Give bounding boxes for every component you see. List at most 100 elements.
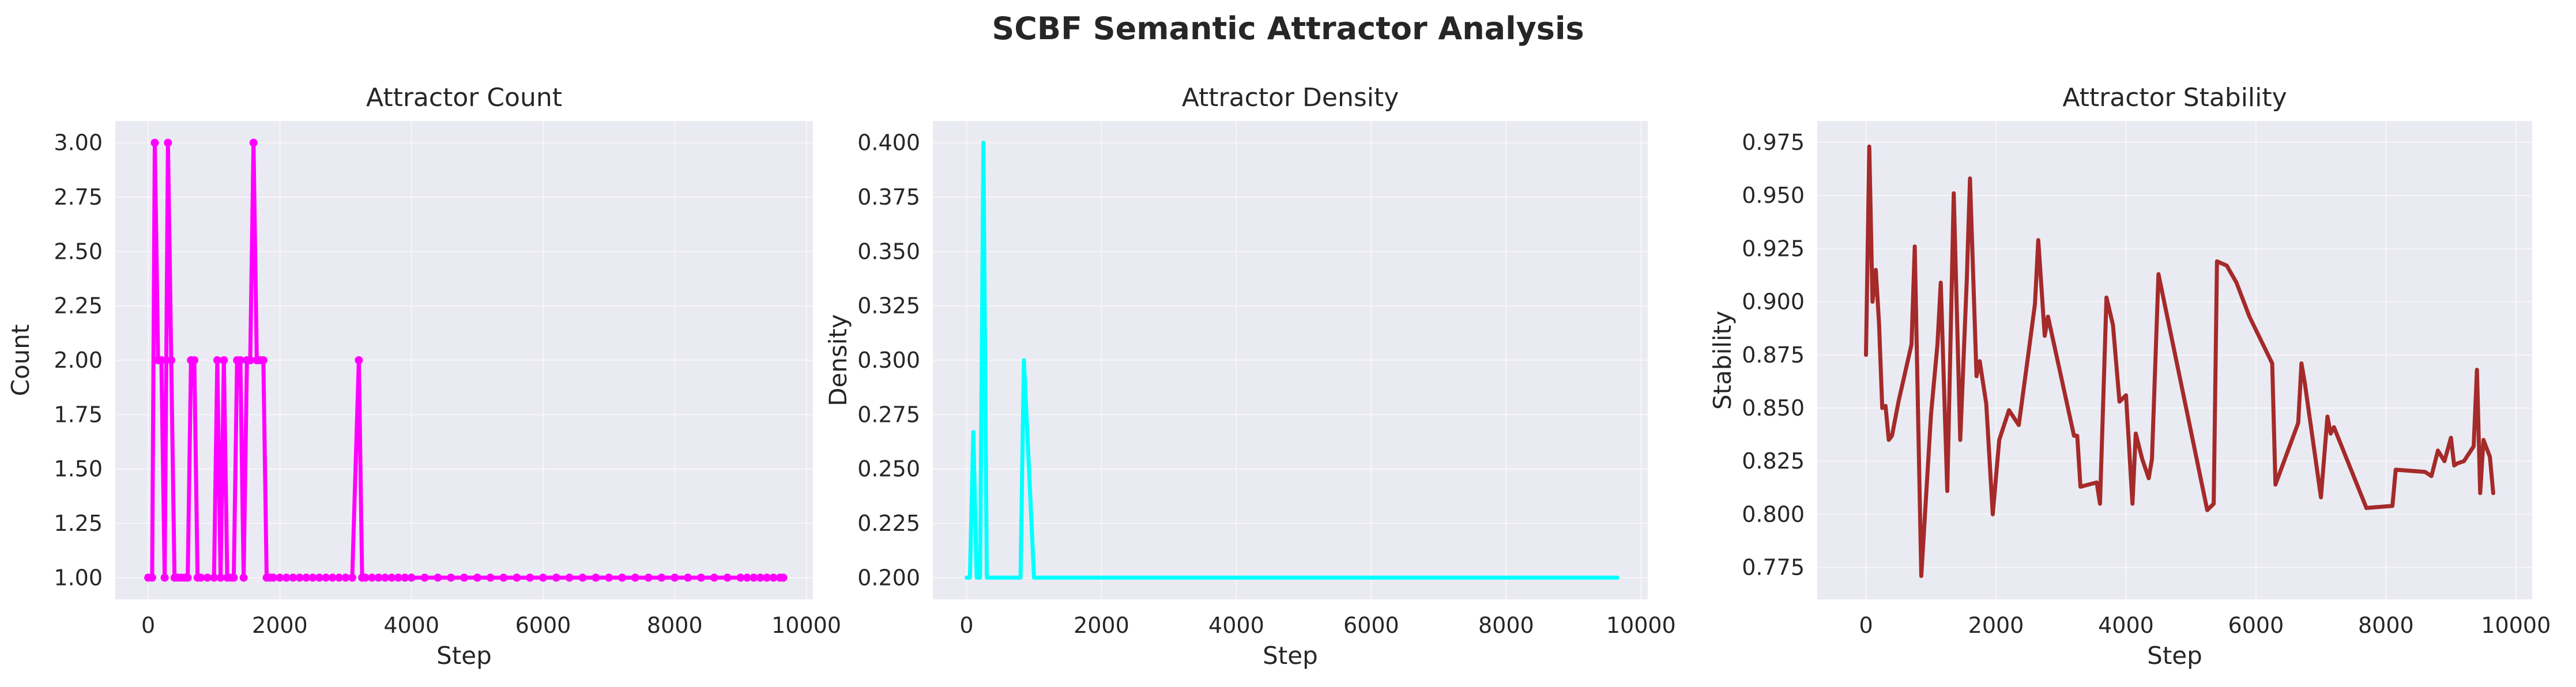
y-tick-label: 1.75: [54, 402, 103, 427]
data-point: [355, 356, 363, 364]
data-point: [249, 138, 258, 147]
x-tick-label: 8000: [2358, 613, 2414, 638]
data-point: [420, 573, 429, 582]
data-point: [723, 573, 732, 582]
y-tick-label: 3.00: [54, 130, 103, 156]
y-axis-label: Count: [6, 324, 35, 397]
data-point: [769, 573, 778, 582]
data-point: [361, 573, 370, 582]
y-tick-label: 0.925: [1742, 236, 1805, 261]
data-point: [220, 356, 228, 364]
y-tick-label: 0.900: [1742, 289, 1805, 315]
data-point: [763, 573, 771, 582]
data-point: [216, 573, 225, 582]
data-point: [617, 573, 626, 582]
data-point: [750, 573, 758, 582]
data-point: [696, 573, 705, 582]
y-tick-label: 2.75: [54, 184, 103, 210]
data-point: [183, 573, 192, 582]
x-tick-label: 2000: [1074, 613, 1129, 638]
y-tick-label: 0.975: [1742, 130, 1805, 155]
x-tick-label: 0: [141, 613, 155, 638]
data-point: [308, 573, 317, 582]
data-point: [473, 573, 481, 582]
data-point: [210, 573, 219, 582]
data-point: [578, 573, 587, 582]
data-point: [341, 573, 350, 582]
data-point: [565, 573, 574, 582]
data-point: [743, 573, 751, 582]
subplot-title: Attractor Count: [366, 83, 562, 112]
data-point: [148, 573, 156, 582]
data-point: [394, 573, 402, 582]
data-point: [736, 573, 745, 582]
data-point: [282, 573, 291, 582]
y-tick-label: 0.275: [857, 402, 920, 427]
data-point: [538, 573, 547, 582]
y-tick-label: 0.800: [1742, 501, 1805, 527]
data-point: [513, 573, 521, 582]
data-point: [197, 573, 205, 582]
y-tick-label: 0.875: [1742, 342, 1805, 368]
data-point: [605, 573, 613, 582]
x-tick-label: 4000: [1208, 613, 1264, 638]
x-tick-label: 10000: [2481, 613, 2551, 638]
y-axis-label: Stability: [1708, 311, 1737, 410]
data-point: [213, 356, 221, 364]
y-tick-label: 0.325: [857, 293, 920, 319]
data-point: [368, 573, 376, 582]
data-point: [276, 573, 284, 582]
subplot-2: 0 2000 4000 6000 8000 10000 0.200 0.225 0.250 0.2…: [824, 83, 1676, 670]
data-point: [552, 573, 560, 582]
data-point: [190, 356, 198, 364]
data-point: [150, 138, 159, 147]
data-point: [710, 573, 718, 582]
y-tick-label: 0.300: [857, 348, 920, 373]
data-point: [592, 573, 600, 582]
data-point: [447, 573, 455, 582]
data-point: [631, 573, 639, 582]
y-tick-label: 0.200: [857, 565, 920, 590]
data-point: [203, 573, 212, 582]
data-point: [381, 573, 390, 582]
data-point: [289, 573, 297, 582]
y-tick-label: 0.850: [1742, 395, 1805, 421]
y-tick-label: 0.775: [1742, 555, 1805, 580]
x-tick-label: 6000: [515, 613, 571, 638]
y-tick-label: 0.225: [857, 511, 920, 536]
x-tick-label: 6000: [1343, 613, 1399, 638]
y-tick-label: 0.825: [1742, 448, 1805, 474]
data-point: [315, 573, 323, 582]
data-point: [302, 573, 311, 582]
y-tick-label: 1.50: [54, 456, 103, 482]
data-point: [671, 573, 679, 582]
data-point: [486, 573, 495, 582]
series-line: [965, 141, 1620, 580]
subplot-title: Attractor Density: [1182, 83, 1399, 112]
data-point: [348, 573, 356, 582]
data-point: [526, 573, 534, 582]
data-point: [229, 573, 238, 582]
data-point: [269, 573, 277, 582]
x-axis-label: Step: [1263, 641, 1318, 670]
x-tick-label: 10000: [771, 613, 841, 638]
y-tick-label: 2.00: [54, 348, 103, 373]
y-tick-label: 2.50: [54, 239, 103, 264]
data-point: [164, 138, 172, 147]
data-point: [460, 573, 468, 582]
y-tick-label: 0.375: [857, 184, 920, 210]
data-point: [684, 573, 692, 582]
x-tick-label: 8000: [647, 613, 703, 638]
y-tick-label: 1.00: [54, 565, 103, 590]
data-point: [499, 573, 508, 582]
y-tick-label: 0.250: [857, 456, 920, 482]
data-point: [387, 573, 396, 582]
data-point: [335, 573, 344, 582]
data-point: [167, 356, 176, 364]
data-point: [322, 573, 330, 582]
y-axis-label: Density: [824, 314, 852, 406]
y-tick-label: 2.25: [54, 293, 103, 319]
x-tick-label: 4000: [2098, 613, 2154, 638]
